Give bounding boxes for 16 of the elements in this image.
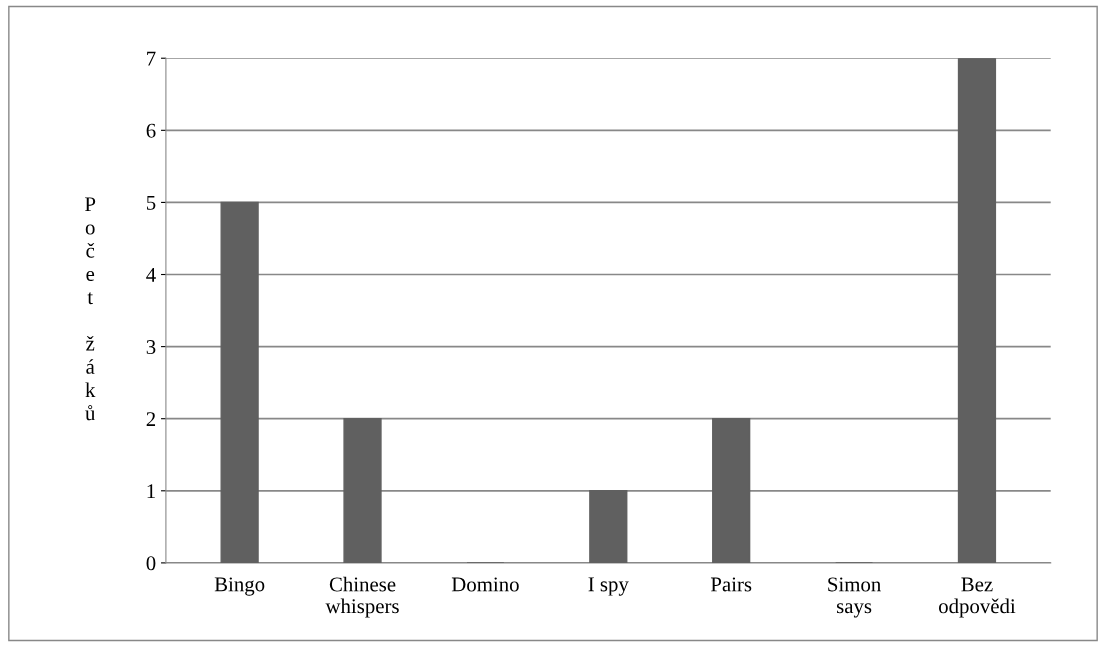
y-tick-label: 0 [146, 556, 156, 571]
y-tick-label: 4 [146, 268, 156, 282]
x-tick-label: Domino [451, 577, 519, 592]
y-tick-label: 7 [147, 51, 156, 66]
x-tick-label: Bez odpovědi [938, 577, 1016, 618]
x-tick-label: I spy [588, 577, 629, 596]
x-tick-label: Simon says [828, 577, 881, 618]
x-tick-label: Bingo [214, 577, 265, 596]
y-tick-label: 5 [146, 196, 156, 210]
text: Počet žáků [85, 197, 96, 421]
y-tick-label: 1 [147, 484, 155, 499]
x-tick-label: Pairs [710, 577, 752, 592]
y-tick-label: 2 [146, 412, 156, 426]
y-tick-label: 3 [146, 340, 156, 355]
y-tick-label: 6 [146, 123, 156, 138]
x-tick-label: Chinese whispers [325, 576, 399, 618]
